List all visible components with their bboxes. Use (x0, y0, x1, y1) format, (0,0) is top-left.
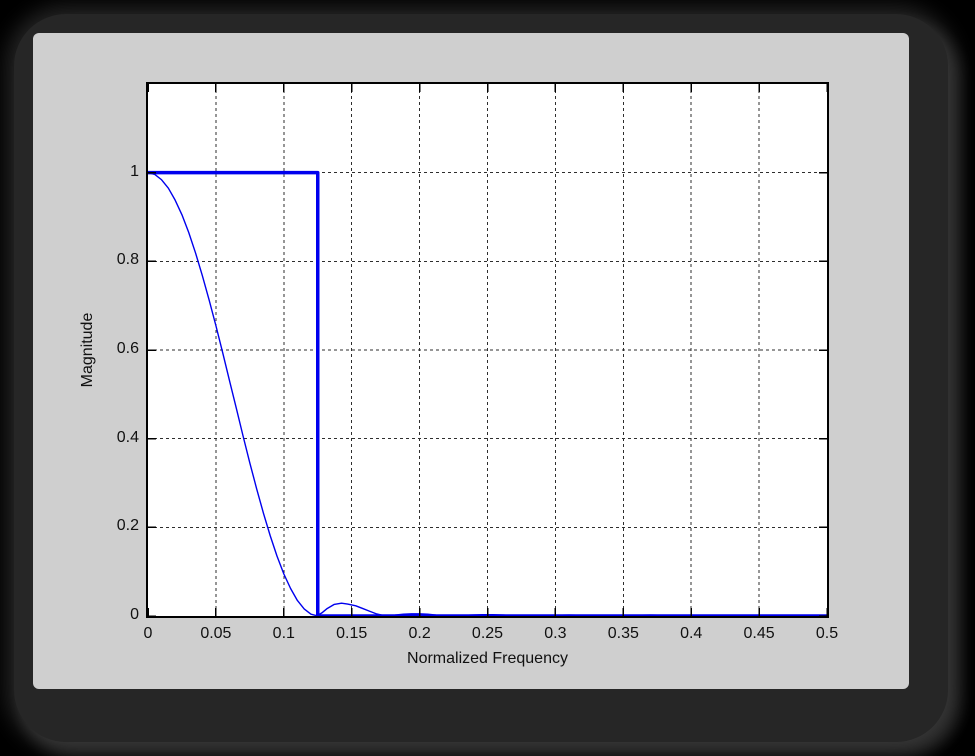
y-axis-title: Magnitude (79, 312, 96, 388)
x-tick-label: 0.35 (607, 625, 639, 642)
x-tick-label: 0.25 (471, 625, 504, 642)
x-tick-label: 0.2 (408, 625, 431, 642)
y-tick-label: 0.8 (116, 251, 139, 269)
designed-filter-response-line (148, 171, 827, 616)
y-tick-label: 0 (130, 606, 139, 623)
ideal-lowpass-response-line (148, 170, 827, 616)
x-tick-label: 0 (143, 625, 153, 642)
x-tick-label: 0.05 (200, 625, 232, 642)
y-tick-label: 0.4 (116, 428, 139, 446)
x-tick-label: 0.1 (272, 625, 295, 642)
x-tick-label: 0.3 (544, 625, 567, 642)
x-tick-label: 0.5 (815, 625, 839, 642)
y-tick-label: 0.6 (116, 340, 139, 357)
plot-area (146, 82, 829, 618)
y-tick-label: 1 (130, 162, 139, 180)
x-axis-title: Normalized Frequency (407, 650, 568, 667)
x-tick-label: 0.4 (680, 625, 703, 642)
y-tick-label: 0.2 (116, 517, 139, 535)
x-tick-label: 0.15 (336, 625, 368, 642)
plot-svg (148, 84, 827, 616)
x-tick-label: 0.45 (743, 625, 775, 642)
figure-window: 0 0.05 0.1 0.15 0.2 0.25 0.3 0.35 0.4 0.45 0.5 0 0.… (33, 33, 909, 689)
